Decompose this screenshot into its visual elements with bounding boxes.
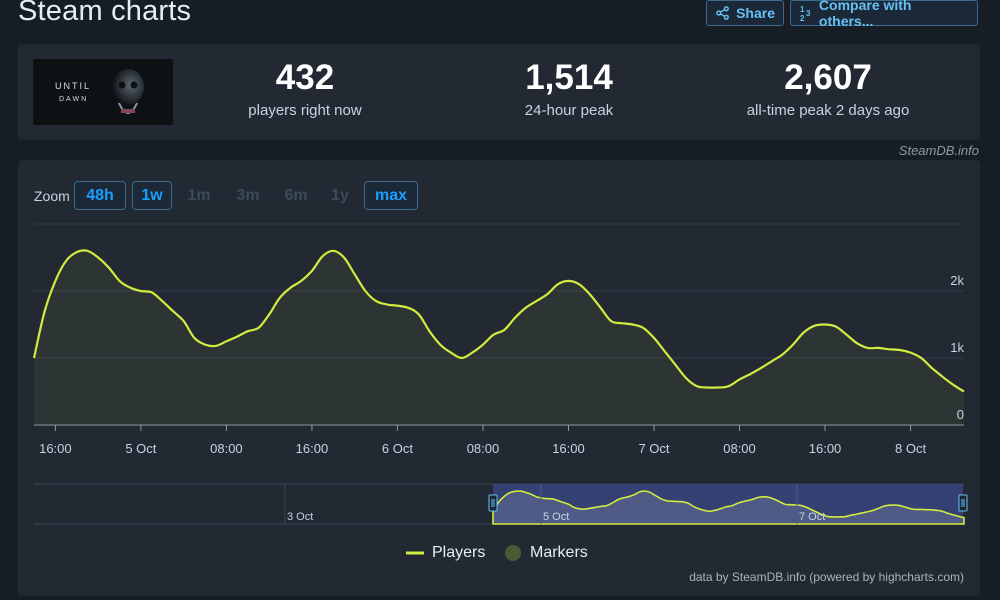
game-capsule-image[interactable]: UNTIL DAWN (33, 59, 173, 125)
navigator-tick-label: 7 Oct (799, 511, 825, 523)
legend-item-markers[interactable]: Markers (504, 544, 588, 562)
y-axis-tick-label: 1k (950, 340, 964, 355)
x-axis-tick-label: 16:00 (809, 441, 842, 456)
navigator-tick-label: 3 Oct (287, 511, 313, 523)
stat-current-players: 432 players right now (230, 58, 380, 119)
zoom-label: Zoom (34, 188, 70, 204)
share-label: Share (736, 5, 775, 21)
y-axis-tick-label: 2k (950, 273, 964, 288)
zoom-48h-button[interactable]: 48h (74, 181, 126, 210)
compare-button[interactable]: 1 3 2 Compare with others... (790, 0, 978, 29)
zoom-1w-button[interactable]: 1w (132, 181, 172, 210)
stat-label: 24-hour peak (524, 102, 614, 119)
stat-label: players right now (248, 102, 362, 119)
navigator-handle-right[interactable] (958, 494, 968, 512)
navigator[interactable]: 3 Oct 5 Oct 7 Oct (34, 483, 968, 525)
x-axis-tick-label: 5 Oct (125, 441, 156, 456)
line-swatch-icon (406, 551, 424, 555)
zoom-6m-button[interactable]: 6m (284, 186, 308, 204)
share-icon (716, 6, 729, 20)
svg-text:2: 2 (800, 14, 805, 22)
x-axis-tick-label: 6 Oct (382, 441, 413, 456)
navigator-selection[interactable] (493, 484, 963, 524)
y-axis-tick-label: 0 (957, 407, 964, 422)
footer-credit[interactable]: data by SteamDB.info (powered by highcha… (689, 570, 964, 584)
navigator-tick-label: 5 Oct (543, 511, 569, 523)
share-button[interactable]: Share (706, 0, 784, 26)
x-axis-tick-label: 16:00 (39, 441, 72, 456)
stats-panel: UNTIL DAWN 432 players right now 1,514 2… (18, 44, 980, 140)
x-axis-tick-label: 08:00 (723, 441, 756, 456)
compare-icon: 1 3 2 (800, 5, 811, 22)
compare-label: Compare with others... (818, 0, 912, 29)
stat-value: 1,514 (525, 58, 613, 97)
svg-text:1: 1 (800, 5, 805, 14)
stat-all-time-peak: 2,607 all-time peak 2 days ago (718, 58, 938, 119)
x-axis-tick-label: 08:00 (467, 441, 500, 456)
stat-label: all-time peak 2 days ago (746, 102, 910, 119)
players-line (32, 249, 965, 393)
page-title: Steam charts (18, 0, 192, 27)
x-axis-tick-label: 16:00 (296, 441, 329, 456)
capsule-title-line2: DAWN (59, 96, 88, 103)
x-axis-tick-label: 08:00 (210, 441, 243, 456)
players-area (34, 250, 964, 425)
stat-value: 432 (275, 58, 335, 97)
circle-swatch-icon (505, 545, 521, 561)
zoom-max-button[interactable]: max (364, 181, 418, 210)
legend-label: Players (432, 544, 486, 561)
x-axis-tick-label: 8 Oct (895, 441, 926, 456)
zoom-1y-button[interactable]: 1y (331, 186, 349, 204)
steamdb-credit[interactable]: SteamDB.info (898, 143, 979, 158)
x-axis-tick-label: 16:00 (552, 441, 585, 456)
stat-value: 2,607 (784, 58, 872, 97)
legend-item-players[interactable]: Players (406, 544, 485, 562)
capsule-title-line1: UNTIL (55, 81, 91, 91)
x-axis-tick-label: 7 Oct (638, 441, 669, 456)
legend-label: Markers (530, 544, 588, 561)
stat-24h-peak: 1,514 24-hour peak (494, 58, 644, 119)
navigator-line (492, 490, 965, 525)
zoom-3m-button[interactable]: 3m (236, 186, 260, 204)
svg-text:3: 3 (806, 9, 811, 18)
zoom-1m-button[interactable]: 1m (187, 186, 211, 204)
navigator-handle-left[interactable] (488, 494, 498, 512)
